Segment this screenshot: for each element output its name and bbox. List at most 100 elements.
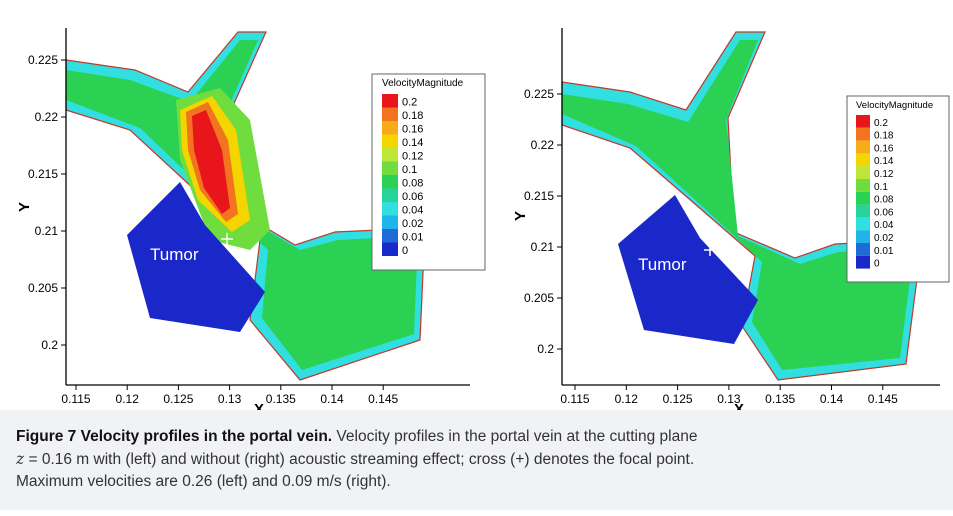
legend-label: 0.08 [402, 178, 423, 190]
x-tick-label: 0.125 [163, 392, 193, 406]
legend-swatch [856, 153, 870, 167]
legend-swatch [856, 191, 870, 205]
figure-caption: Figure 7 Velocity profiles in the portal… [16, 426, 931, 493]
y-tick-label: 0.21 [35, 224, 59, 238]
x-tick-label: 0.145 [368, 392, 398, 406]
legend-swatch [382, 202, 398, 216]
legend-label: 0.02 [402, 218, 423, 230]
legend-swatch [856, 230, 870, 243]
left-vessel-interior [66, 40, 418, 370]
legend-swatch [382, 215, 398, 229]
left-tumor-label: Tumor [150, 245, 199, 264]
right-legend: VelocityMagnitude 0.2 0.180.16 0.14 0.12 0.1… [846, 95, 950, 283]
caption-title: Figure 7 Velocity profiles in the portal… [16, 428, 333, 445]
x-tick-label: 0.115 [560, 392, 589, 406]
right-tumor [618, 195, 758, 344]
legend-label: 0.18 [402, 110, 423, 122]
legend-swatch [382, 188, 398, 202]
legend-label: 0.06 [874, 207, 894, 218]
legend-label: 0.14 [874, 156, 894, 167]
right-tumor-label: Tumor [638, 255, 687, 274]
right-axes [561, 28, 940, 386]
caption-z-equation: = 0.16 m with (left) and without (right)… [24, 451, 695, 468]
legend-label: 0.18 [874, 131, 894, 142]
legend-label: 0.2 [402, 97, 417, 109]
left-axes [65, 28, 470, 386]
legend-label: 0.02 [874, 233, 894, 244]
legend-swatch [382, 242, 398, 256]
x-tick-label: 0.115 [61, 392, 90, 406]
caption-line3: Maximum velocities are 0.26 (left) and 0… [16, 473, 391, 490]
right-focal-cross [704, 244, 716, 256]
x-tick-label: 0.13 [717, 392, 741, 406]
legend-swatch [856, 243, 870, 256]
right-x-ticks: 0.115 0.12 0.125 0.13 0.135 0.14 0.145 [560, 385, 898, 406]
legend-label: 0.1 [874, 182, 888, 193]
left-legend-title: VelocityMagnitude [382, 78, 464, 89]
legend-swatch [856, 115, 870, 128]
legend-swatch [382, 121, 398, 135]
left-legend: VelocityMagnitude 0.20.18 0.160.14 0.120.1… [371, 73, 486, 271]
legend-label: 0 [402, 245, 408, 257]
x-tick-label: 0.135 [266, 392, 296, 406]
legend-swatch [382, 94, 398, 108]
legend-swatch [382, 107, 398, 121]
right-vessel-interior [562, 40, 914, 370]
caption-area: Figure 7 Velocity profiles in the portal… [0, 410, 953, 510]
legend-label: 0.16 [874, 143, 894, 154]
y-tick-label: 0.205 [524, 291, 554, 305]
legend-label: 0.04 [874, 220, 894, 231]
x-tick-label: 0.14 [820, 392, 844, 406]
legend-swatch [856, 140, 870, 154]
x-tick-label: 0.13 [218, 392, 242, 406]
right-legend-title: VelocityMagnitude [856, 100, 933, 111]
left-x-axis-label: X [254, 401, 264, 418]
legend-swatch [856, 127, 870, 141]
y-tick-label: 0.215 [524, 189, 554, 203]
legend-label: 0.06 [402, 191, 423, 203]
legend-swatch [382, 175, 398, 189]
right-contour-plot: Tumor 0.115 0.12 0.125 0.13 0.135 0.14 0.145 0… [512, 28, 950, 418]
legend-swatch [856, 217, 870, 231]
legend-swatch [856, 255, 870, 269]
legend-swatch [382, 148, 398, 162]
legend-label: 0.08 [874, 195, 894, 206]
left-focal-cross [221, 233, 233, 245]
legend-swatch [856, 166, 870, 179]
right-y-axis-label: Y [512, 211, 529, 221]
legend-swatch [382, 134, 398, 148]
legend-label: 0.04 [402, 205, 423, 217]
y-tick-label: 0.22 [531, 138, 555, 152]
left-x-ticks: 0.115 0.12 0.125 0.13 0.135 0.14 0.145 [61, 385, 399, 406]
y-tick-label: 0.205 [28, 281, 58, 295]
caption-z-variable: z [16, 450, 25, 468]
legend-label: 0.16 [402, 124, 423, 136]
y-tick-label: 0.225 [524, 87, 554, 101]
left-panel: Tumor 0.115 0.12 0.125 0.13 0.135 0.14 0.145 0… [0, 0, 490, 420]
x-tick-label: 0.125 [663, 392, 693, 406]
left-contour-plot: Tumor 0.115 0.12 0.125 0.13 0.135 0.14 0.145 0… [16, 28, 486, 418]
x-tick-label: 0.145 [868, 392, 898, 406]
legend-swatch [856, 179, 870, 192]
y-tick-label: 0.22 [35, 110, 59, 124]
legend-label: 0.2 [874, 118, 888, 129]
legend-label: 0.01 [402, 232, 423, 244]
y-tick-label: 0.2 [537, 342, 554, 356]
left-jet-core-red [192, 110, 230, 214]
y-tick-label: 0.21 [531, 240, 555, 254]
caption-line1: Velocity profiles in the portal vein at … [336, 428, 698, 445]
right-panel: Tumor 0.115 0.12 0.125 0.13 0.135 0.14 0.145 0… [490, 0, 953, 420]
y-tick-label: 0.225 [28, 53, 58, 67]
legend-label: 0.01 [874, 246, 894, 257]
right-y-ticks: 0.2 0.205 0.21 0.215 0.22 0.225 [524, 87, 562, 356]
legend-swatch [382, 229, 398, 243]
legend-label: 0 [874, 259, 880, 270]
y-tick-label: 0.2 [41, 338, 58, 352]
legend-label: 0.1 [402, 164, 417, 176]
y-tick-label: 0.215 [28, 167, 58, 181]
legend-label: 0.12 [402, 151, 423, 163]
legend-label: 0.12 [874, 169, 894, 180]
x-tick-label: 0.12 [615, 392, 639, 406]
legend-swatch [856, 204, 870, 218]
